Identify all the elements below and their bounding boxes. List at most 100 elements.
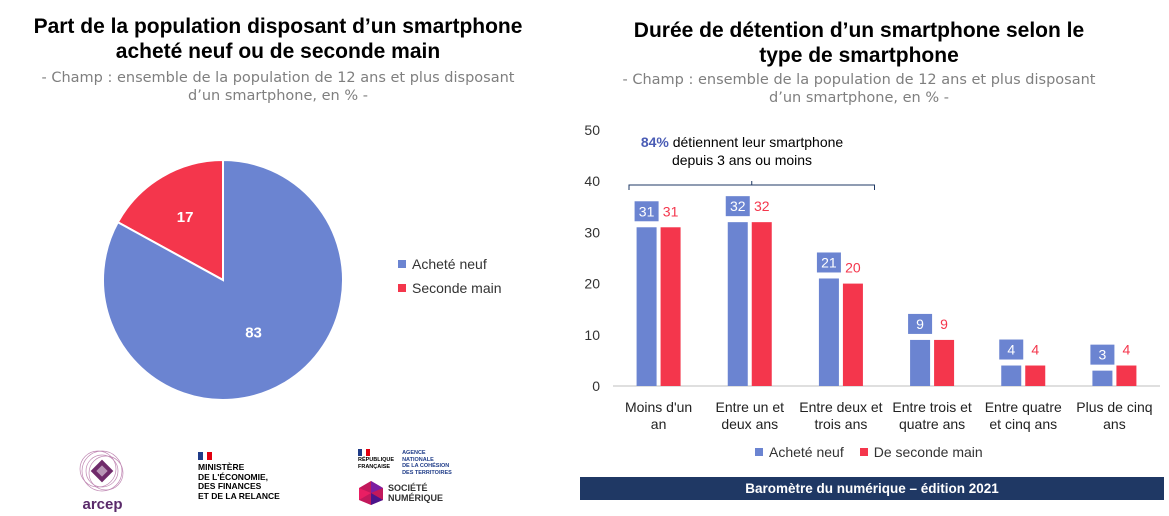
data-label: 32 (754, 198, 770, 214)
agence-line4: DES TERRITOIRES (402, 469, 452, 476)
ministere-line3: DES FINANCES (198, 481, 262, 491)
bar-achete-neuf (910, 339, 931, 386)
ministere-line4: ET DE LA RELANCE (198, 490, 280, 501)
legend-swatch (398, 284, 406, 292)
left-chart-subtitle: - Champ : ensemble de la population de 1… (0, 69, 556, 105)
legend-label: Seconde main (412, 280, 502, 296)
bar-achete-neuf (727, 222, 748, 386)
agence-line3: DE LA COHÉSION (402, 463, 450, 469)
x-category-label: trois ans (814, 416, 867, 432)
bar-legend: Acheté neuf De seconde main (755, 444, 983, 460)
annotation-bracket (628, 181, 875, 190)
data-label: 4 (1007, 342, 1015, 358)
bar-seconde-main (842, 283, 863, 386)
y-tick-label: 20 (584, 276, 600, 292)
annotation-text1: détiennent leur smartphone (668, 134, 844, 150)
x-category-label: quatre ans (899, 416, 965, 432)
legend-swatch (755, 448, 763, 456)
arcep-emblem-icon (79, 450, 124, 492)
x-category-label: an (651, 416, 667, 432)
data-label: 31 (663, 203, 679, 219)
x-category-label: deux ans (721, 416, 778, 432)
bar-seconde-main (751, 222, 772, 386)
data-label-box (999, 339, 1024, 360)
data-label: 21 (821, 254, 837, 270)
ministere-line1: MINISTÈRE (198, 462, 245, 472)
data-label: 31 (639, 203, 655, 219)
data-label: 4 (1123, 342, 1131, 358)
pie-legend: Acheté neuf Seconde main (398, 256, 502, 304)
arcep-wordmark: arcep (82, 496, 123, 513)
societe-numerique-icon (359, 481, 383, 505)
bar-achete-neuf (1001, 365, 1022, 386)
bar-seconde-main (660, 227, 681, 386)
x-category-label: Entre quatre (985, 399, 1062, 415)
ministere-logo: MINISTÈRE DE L'ÉCONOMIE, DES FINANCES ET… (198, 452, 298, 501)
societe-line2: NUMÉRIQUE (388, 493, 444, 503)
bar-achete-neuf (818, 278, 839, 386)
rep-line2: FRANÇAISE (358, 463, 391, 470)
x-category-label: et cinq ans (989, 416, 1057, 432)
pie-slice-achete-neuf (102, 158, 344, 401)
agence-line1: AGENCE (402, 450, 426, 456)
data-label: 3 (1099, 347, 1107, 363)
data-label: 9 (940, 316, 948, 332)
right-chart-subtitle: - Champ : ensemble de la population de 1… (586, 71, 1132, 107)
rep-line1: RÉPUBLIQUE (358, 457, 395, 463)
legend-label: Acheté neuf (769, 444, 844, 460)
y-tick-label: 10 (584, 327, 600, 343)
legend-label: Acheté neuf (412, 256, 487, 272)
x-category-label: ans (1103, 416, 1126, 432)
agence-line2: NATIONALE (402, 456, 434, 463)
bar-achete-neuf (1092, 370, 1113, 386)
data-label-box (1090, 344, 1115, 365)
y-tick-label: 30 (584, 224, 600, 240)
bar-achete-neuf (636, 227, 657, 386)
bar-seconde-main (1116, 365, 1137, 386)
data-label-box (908, 313, 933, 334)
right-subtitle-line2: d’un smartphone, en % - (769, 90, 949, 106)
x-category-label: Entre deux et (799, 399, 882, 415)
x-category-label: Moins d'un (625, 399, 692, 415)
legend-label: De seconde main (873, 444, 983, 460)
pie-legend-item: Seconde main (398, 280, 502, 296)
data-label: 9 (916, 316, 924, 332)
flag-icon (358, 449, 370, 456)
annotation: 84% détiennent leur smartphone depuis 3 … (612, 133, 872, 169)
ministere-line2: DE L'ÉCONOMIE, (198, 471, 269, 482)
data-label: 32 (730, 198, 746, 214)
right-title-line1: Durée de détention d’un smartphone selon… (633, 19, 1085, 42)
bar-legend-item: Acheté neuf (755, 444, 844, 460)
left-subtitle-line2: d’un smartphone, en % - (188, 88, 368, 104)
right-chart-title: Durée de détention d’un smartphone selon… (586, 18, 1132, 68)
annotation-pct: 84% (640, 134, 669, 150)
data-label: 4 (1031, 342, 1039, 358)
bar-legend-item: De seconde main (859, 444, 983, 460)
y-tick-label: 50 (584, 122, 600, 138)
data-label-box (816, 252, 841, 273)
y-tick-label: 40 (584, 173, 600, 189)
data-label-box (725, 196, 750, 217)
x-category-label: Entre un et (716, 399, 785, 415)
data-label: 20 (845, 260, 861, 276)
y-tick-label: 0 (592, 378, 600, 394)
pie-data-label: 83 (245, 325, 262, 342)
pie-legend-item: Acheté neuf (398, 256, 502, 272)
footer-banner: Baromètre du numérique – édition 2021 (580, 477, 1164, 500)
pie-data-label: 17 (177, 209, 194, 226)
flag-icon (198, 452, 213, 460)
right-title-line2: type de smartphone (759, 44, 959, 67)
gouvernement-logos: RÉPUBLIQUE FRANÇAISE AGENCE NATIONALE DE… (358, 449, 468, 506)
pie-slice-seconde-main (116, 158, 224, 282)
x-category-label: Plus de cinq (1076, 399, 1152, 415)
legend-swatch (859, 448, 868, 456)
data-label-box (634, 201, 659, 222)
societe-line1: SOCIÉTÉ (388, 482, 428, 493)
left-subtitle-line1: - Champ : ensemble de la population de 1… (41, 70, 515, 86)
annotation-text2: depuis 3 ans ou moins (671, 152, 813, 168)
left-title-line2: acheté neuf ou de seconde main (115, 40, 441, 63)
right-subtitle-line1: - Champ : ensemble de la population de 1… (622, 72, 1096, 88)
bar-seconde-main (1025, 365, 1046, 386)
